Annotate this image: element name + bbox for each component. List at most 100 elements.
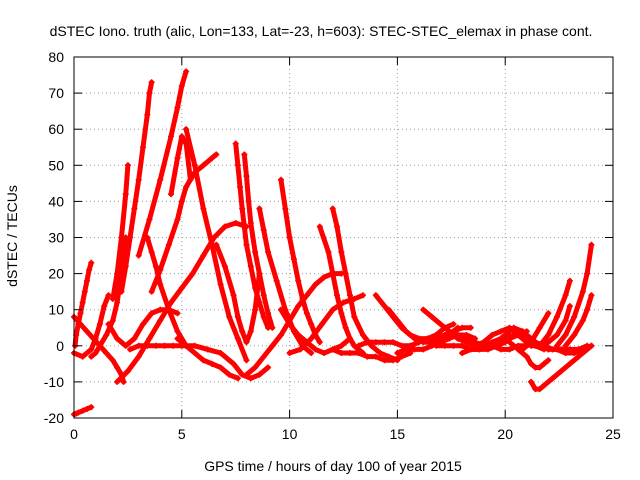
data-point [340, 299, 347, 306]
data-point [146, 216, 153, 223]
data-point [381, 339, 388, 346]
data-point [536, 364, 543, 371]
data-point [364, 339, 371, 346]
data-point [252, 364, 259, 371]
data-point [450, 342, 457, 349]
data-point [157, 281, 164, 288]
data-point [566, 277, 573, 284]
data-point [545, 357, 552, 364]
data-point [90, 335, 97, 342]
data-point [575, 353, 582, 360]
data-point [243, 173, 250, 180]
data-point [553, 331, 560, 338]
data-point [174, 216, 181, 223]
data-point [247, 328, 254, 335]
data-point [178, 82, 185, 89]
data-point [312, 281, 319, 288]
data-point [346, 292, 353, 299]
data-point [144, 234, 151, 241]
data-point [114, 299, 121, 306]
data-point [411, 346, 418, 353]
data-point [75, 409, 82, 416]
data-point [146, 90, 153, 97]
data-point [252, 285, 259, 292]
data-point [260, 353, 267, 360]
data-point [157, 317, 164, 324]
data-point [510, 328, 517, 335]
series-12 [114, 220, 250, 385]
data-point [502, 335, 509, 342]
data-point [217, 281, 224, 288]
data-point [230, 292, 237, 299]
series-15 [127, 342, 272, 382]
data-point [234, 335, 241, 342]
data-point [381, 303, 388, 310]
data-point [234, 162, 241, 169]
data-point [165, 241, 172, 248]
data-point [122, 191, 129, 198]
data-point [157, 176, 164, 183]
data-point [549, 346, 556, 353]
data-point [157, 306, 164, 313]
data-point [118, 288, 125, 295]
data-point [549, 375, 556, 382]
data-point [355, 342, 362, 349]
series-11 [71, 313, 127, 385]
series-6 [135, 68, 190, 259]
series-46 [549, 342, 591, 353]
y-axis-label: dSTEC / TECUs [4, 185, 20, 287]
data-point [385, 306, 392, 313]
data-point [135, 342, 142, 349]
data-point [381, 357, 388, 364]
data-point [297, 346, 304, 353]
data-point [321, 350, 328, 357]
data-point [144, 111, 151, 118]
data-point [351, 313, 358, 320]
data-point [316, 223, 323, 230]
data-point [497, 346, 504, 353]
data-point [79, 299, 86, 306]
data-point [372, 339, 379, 346]
data-point [178, 198, 185, 205]
data-point [566, 360, 573, 367]
series-19 [241, 151, 276, 331]
data-point [321, 274, 328, 281]
data-point [536, 324, 543, 331]
series-38 [502, 310, 552, 353]
series-26 [329, 205, 401, 364]
data-point [472, 342, 479, 349]
data-point [135, 252, 142, 259]
x-tick-label: 25 [605, 426, 621, 442]
x-tick-label: 0 [70, 426, 78, 442]
data-point [588, 241, 595, 248]
y-tick-label: -10 [44, 374, 64, 390]
y-tick-label: 30 [48, 230, 64, 246]
data-point [420, 339, 427, 346]
data-point [506, 324, 513, 331]
data-point [338, 248, 345, 255]
data-point [523, 353, 530, 360]
data-point [237, 183, 244, 190]
data-point [124, 368, 131, 375]
data-point [122, 342, 129, 349]
x-ticks: 0 5 10 15 20 25 [70, 57, 621, 442]
x-tick-label: 10 [282, 426, 298, 442]
data-point [588, 292, 595, 299]
data-point [467, 324, 474, 331]
data-point [403, 346, 410, 353]
data-point [83, 277, 90, 284]
data-point [377, 350, 384, 357]
data-point [174, 155, 181, 162]
data-point [506, 346, 513, 353]
data-point [81, 288, 88, 295]
data-point [290, 256, 297, 263]
data-point [234, 313, 241, 320]
data-point [243, 339, 250, 346]
data-point [260, 292, 267, 299]
data-point [459, 342, 466, 349]
data-point [273, 277, 280, 284]
data-point [269, 324, 276, 331]
data-point [241, 223, 248, 230]
data-point [200, 162, 207, 169]
series-16 [174, 335, 241, 382]
